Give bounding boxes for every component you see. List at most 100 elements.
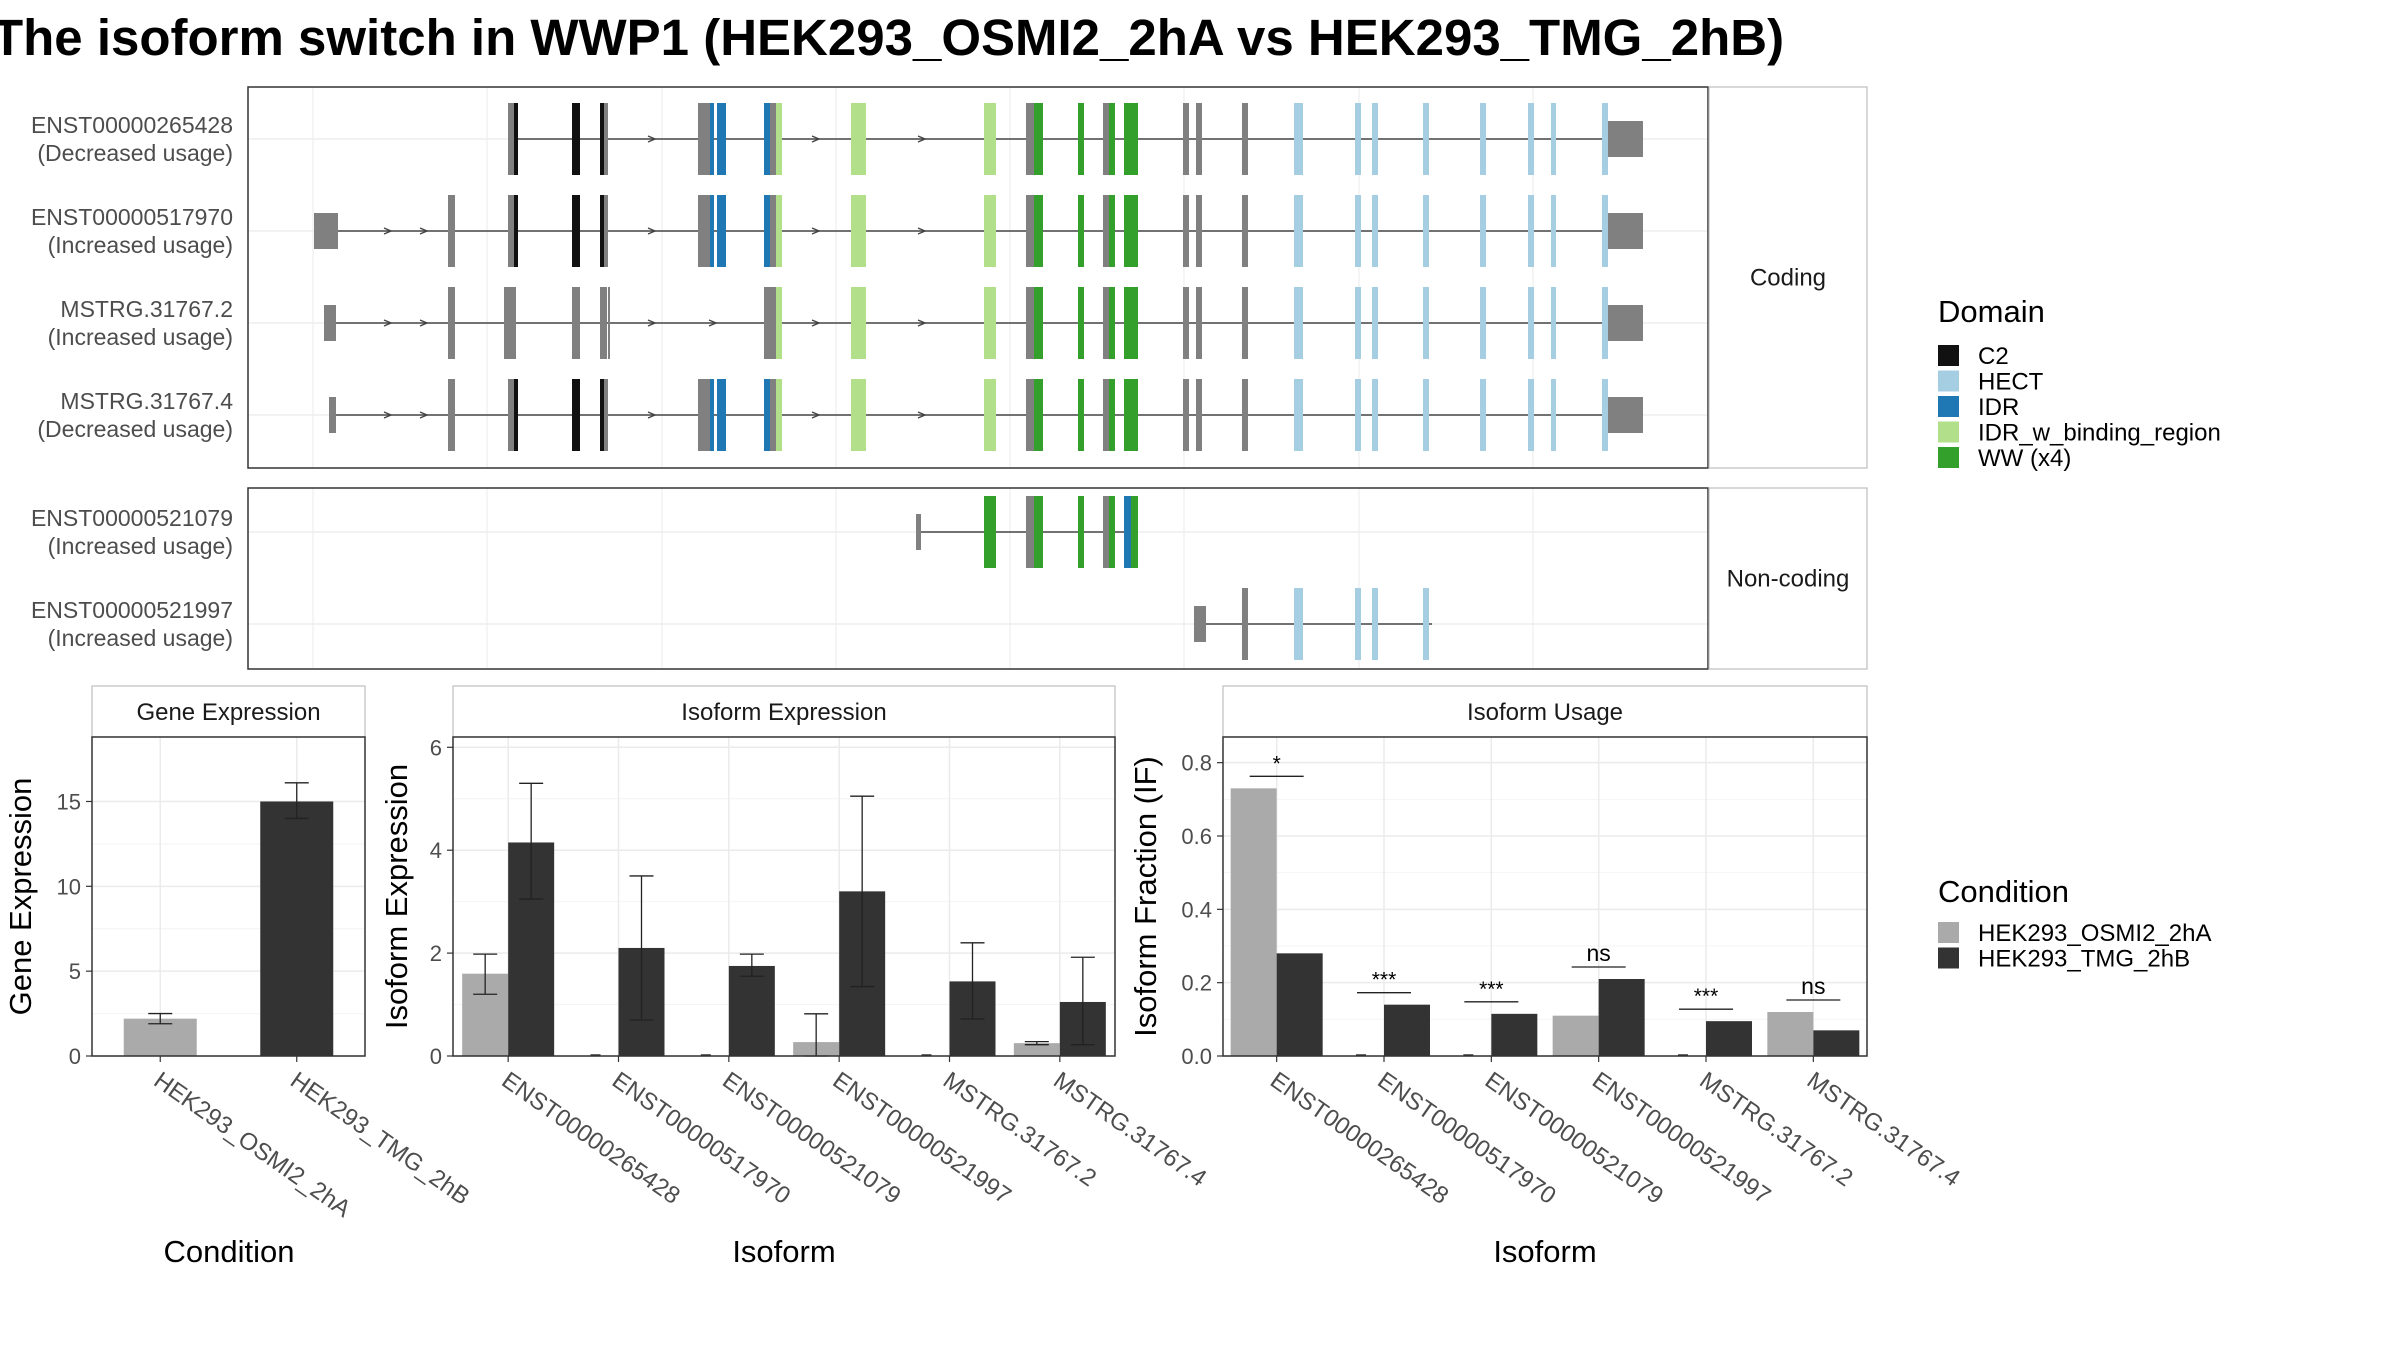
strip-coding: [1708, 86, 1868, 469]
plot-border: [452, 736, 1116, 1057]
exon-block: [1294, 588, 1303, 660]
exon-block: [1103, 379, 1109, 451]
exon-block: [1078, 496, 1084, 568]
strand-arrow: [419, 319, 429, 327]
exon-block: [1242, 379, 1248, 451]
domain-legend-label: C2: [1978, 343, 2009, 370]
exon-block: [1124, 287, 1138, 359]
exon-block: [1602, 379, 1608, 451]
significance-label: ***: [1479, 978, 1504, 1001]
exon-block: [1103, 287, 1109, 359]
data-bar: [1598, 979, 1645, 1056]
exon-block: [329, 397, 336, 433]
exon-block: [1124, 379, 1138, 451]
exon-block: [604, 195, 608, 267]
exon-block: [1034, 496, 1043, 568]
exon-block: [1528, 379, 1534, 451]
exon-block: [448, 379, 455, 451]
plot-border: [91, 736, 366, 1057]
strand-arrow: [917, 319, 927, 327]
strand-arrow: [383, 411, 393, 419]
exon-block: [1242, 588, 1248, 660]
panel-strip: [1222, 685, 1868, 738]
y-tick-label: 2: [430, 941, 442, 966]
exon-block: [1480, 379, 1486, 451]
exon-block: [572, 103, 580, 175]
isoform-usage-label: (Increased usage): [48, 533, 233, 559]
y-tick-label: 5: [69, 959, 81, 984]
data-bar: [1706, 1021, 1752, 1056]
exon-block: [448, 195, 455, 267]
exon-block: [1551, 287, 1556, 359]
exon-block: [776, 287, 782, 359]
significance-label: ns: [1587, 940, 1611, 966]
exon-block: [1131, 496, 1138, 568]
strand-arrow: [708, 319, 718, 327]
condition-legend-label: HEK293_TMG_2hB: [1978, 946, 2190, 973]
exon-block: [1294, 195, 1303, 267]
strip-noncoding: [1708, 487, 1868, 670]
strand-arrow: [647, 319, 657, 327]
domain-legend-key: [1938, 370, 1959, 392]
strand-arrow: [419, 227, 429, 235]
exon-block: [1242, 195, 1248, 267]
exon-block: [600, 103, 604, 175]
exon-block: [1109, 195, 1115, 267]
strand-arrow: [383, 319, 393, 327]
exon-block: [1034, 379, 1043, 451]
exon-block: [448, 287, 455, 359]
y-tick-label: 0.4: [1181, 897, 1212, 922]
exon-block: [1109, 103, 1115, 175]
exon-block: [710, 103, 714, 175]
exon-block: [514, 379, 518, 451]
isoform-usage-label: (Decreased usage): [37, 140, 233, 166]
exon-block: [717, 195, 726, 267]
exon-block: [1026, 287, 1034, 359]
isoform-usage-label: (Increased usage): [48, 232, 233, 258]
exon-block: [572, 195, 580, 267]
data-bar: [1230, 788, 1277, 1056]
exon-block: [1196, 103, 1202, 175]
y-axis-title: Isoform Expression: [379, 764, 414, 1029]
domain-legend-label: HECT: [1978, 369, 2044, 396]
exon-block: [1109, 379, 1115, 451]
significance-label: ns: [1801, 973, 1825, 999]
exon-block: [1183, 103, 1189, 175]
isoform-name-label: ENST00000517970: [31, 204, 233, 230]
exon-block: [984, 103, 996, 175]
strand-arrow: [383, 227, 393, 235]
exon-block: [1294, 103, 1303, 175]
exon-block: [1372, 195, 1378, 267]
exon-block: [604, 103, 608, 175]
exon-block: [764, 195, 770, 267]
data-bar: [1491, 1013, 1538, 1056]
exon-block: [1034, 195, 1043, 267]
exon-block: [698, 195, 710, 267]
exon-block: [1602, 287, 1608, 359]
exon-block: [1355, 103, 1361, 175]
data-bar: [123, 1018, 197, 1056]
data-bar: [728, 965, 775, 1056]
exon-block: [1608, 121, 1643, 157]
strand-arrow: [647, 227, 657, 235]
isoform-name-label: MSTRG.31767.2: [60, 296, 233, 322]
x-tick-label: ENST00000521079: [1480, 1067, 1668, 1210]
exon-block: [1372, 588, 1378, 660]
exon-block: [1026, 195, 1034, 267]
exon-block: [776, 195, 782, 267]
exon-block: [698, 103, 710, 175]
domain-legend-label: IDR_w_binding_region: [1978, 420, 2221, 447]
exon-block: [1183, 379, 1189, 451]
exon-block: [504, 287, 516, 359]
data-bar: [1552, 1015, 1599, 1056]
exon-block: [1480, 195, 1486, 267]
exon-block: [1103, 195, 1109, 267]
strand-arrow: [917, 411, 927, 419]
domain-legend-title: Domain: [1938, 294, 2045, 329]
condition-legend-label: HEK293_OSMI2_2hA: [1978, 920, 2211, 947]
strand-arrow: [647, 411, 657, 419]
exon-block: [1078, 103, 1084, 175]
y-tick-label: 0.0: [1181, 1044, 1212, 1069]
condition-legend-key: [1938, 922, 1959, 943]
